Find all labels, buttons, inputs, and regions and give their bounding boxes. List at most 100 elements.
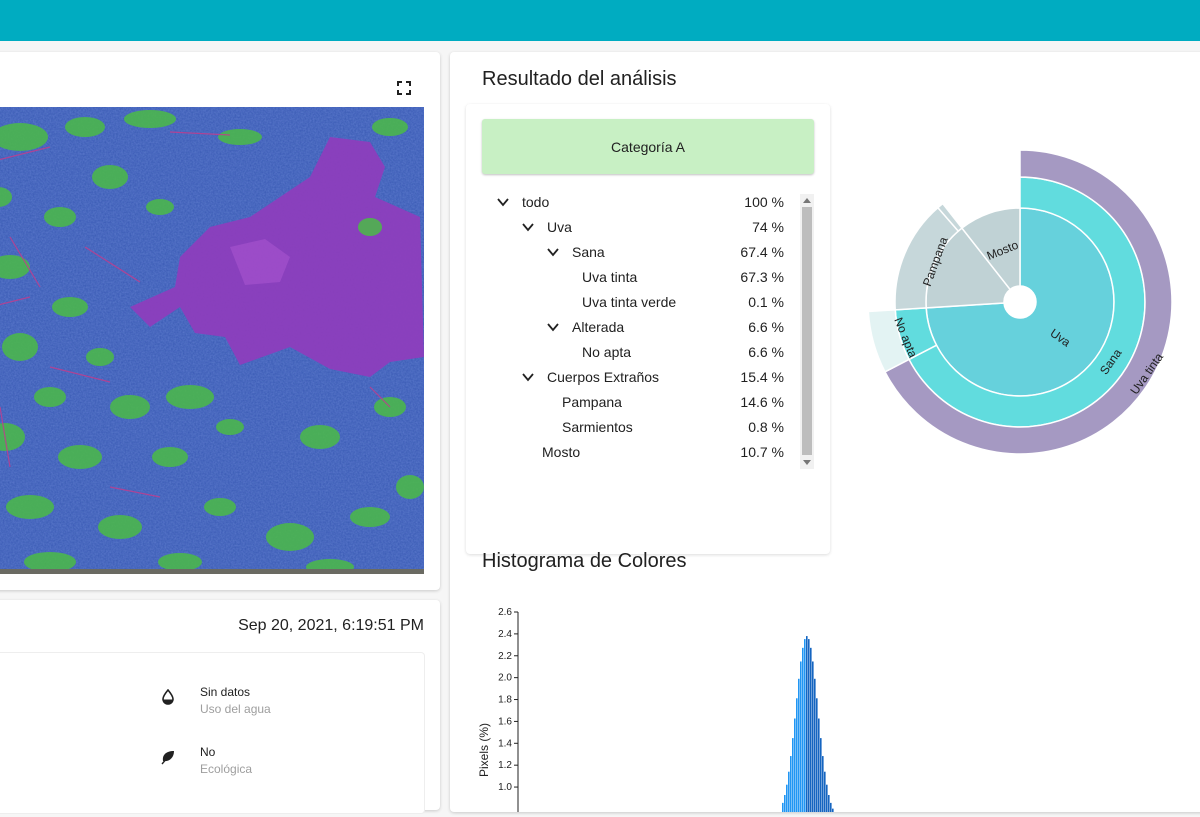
- category-tree: todo 100 % Uva 74 % Sana 67.4 % Uva tint…: [466, 192, 800, 467]
- histogram-bar: [830, 802, 832, 812]
- tree-value: 15.4 %: [740, 369, 784, 385]
- histogram-bar: [802, 647, 804, 812]
- tree-label: todo: [522, 194, 550, 210]
- water-usage-value: Sin datos: [200, 685, 251, 699]
- histogram-bar: [798, 678, 800, 812]
- tree-row[interactable]: Cuerpos Extraños 15.4 %: [466, 367, 800, 392]
- histogram-bar: [786, 784, 788, 812]
- histogram-bar: [818, 718, 820, 812]
- tree-value: 74 %: [752, 219, 784, 235]
- y-tick-label: 2.2: [498, 651, 512, 662]
- histogram-bar: [792, 738, 794, 812]
- image-card: [0, 52, 440, 590]
- histogram-bar: [808, 639, 810, 812]
- sunburst-chart: Uva Sana Uva tinta No apta Pampana Mosto: [860, 142, 1180, 462]
- ecological-value: No: [200, 745, 216, 759]
- analysis-timestamp: Sep 20, 2021, 6:19:51 PM: [238, 617, 424, 634]
- top-app-bar: [0, 0, 1200, 41]
- histogram-bar: [788, 771, 790, 812]
- tree-value: 0.8 %: [748, 419, 784, 435]
- tree-row[interactable]: Uva tinta verde 0.1 %: [466, 292, 800, 317]
- tree-value: 67.3 %: [740, 269, 784, 285]
- tree-row[interactable]: Uva tinta 67.3 %: [466, 267, 800, 292]
- tree-value: 6.6 %: [748, 319, 784, 335]
- y-axis-label: Pixels (%): [477, 723, 491, 777]
- tree-row[interactable]: todo 100 %: [466, 192, 800, 217]
- sunburst-segment-no-apta[interactable]: [867, 309, 910, 373]
- histogram-bar: [794, 718, 796, 812]
- tree-label: Alterada: [572, 319, 625, 335]
- histogram-bar: [804, 639, 806, 812]
- histogram-bar: [822, 756, 824, 812]
- y-tick-label: 1.8: [498, 695, 512, 706]
- sunburst-segment-sarmientos[interactable]: [936, 202, 963, 233]
- scroll-down-icon[interactable]: [803, 460, 811, 465]
- ecological-label: Ecológica: [200, 762, 253, 776]
- info-card: Sep 20, 2021, 6:19:51 PM Sin datos Uso d…: [0, 600, 440, 814]
- histogram-bar: [784, 795, 786, 812]
- histogram-bar: [824, 771, 826, 812]
- analysis-image: [0, 107, 424, 574]
- tree-row[interactable]: Uva 74 %: [466, 217, 800, 242]
- y-tick-label: 1.0: [498, 782, 512, 793]
- tree-value: 14.6 %: [740, 394, 784, 410]
- chevron-down-icon[interactable]: [546, 320, 560, 334]
- tree-value: 6.6 %: [748, 344, 784, 360]
- chevron-down-icon[interactable]: [521, 370, 535, 384]
- fullscreen-icon[interactable]: [396, 80, 412, 96]
- tree-label: Uva tinta verde: [582, 294, 677, 310]
- sunburst-segments: [867, 149, 1173, 455]
- tree-label: Cuerpos Extraños: [547, 369, 660, 385]
- histogram-title: Histograma de Colores: [482, 550, 687, 572]
- y-tick-label: 1.2: [498, 760, 512, 771]
- tree-row[interactable]: Alterada 6.6 %: [466, 317, 800, 342]
- tree-label: Sana: [572, 244, 605, 260]
- y-tick-label: 2.4: [498, 629, 512, 640]
- tree-scrollbar[interactable]: [800, 194, 814, 469]
- histogram-bar: [828, 795, 830, 812]
- tree-row[interactable]: No apta 6.6 %: [466, 342, 800, 367]
- scroll-thumb[interactable]: [802, 207, 812, 455]
- tree-label: Mosto: [542, 444, 581, 460]
- tree-label: Uva tinta: [582, 269, 638, 285]
- histogram-bars: [782, 636, 834, 812]
- tree-row[interactable]: Pampana 14.6 %: [466, 392, 800, 417]
- tree-value: 100 %: [744, 194, 784, 210]
- y-tick-label: 2.6: [498, 607, 512, 618]
- tree-row[interactable]: Sana 67.4 %: [466, 242, 800, 267]
- analysis-title: Resultado del análisis: [482, 68, 677, 90]
- tree-value: 67.4 %: [740, 244, 784, 260]
- water-usage-label: Uso del agua: [200, 702, 271, 716]
- histogram-bar: [790, 756, 792, 812]
- y-tick-label: 1.4: [498, 738, 512, 749]
- histogram-bar: [816, 698, 818, 812]
- leaf-icon: [160, 749, 176, 765]
- info-details-panel: Sin datos Uso del agua No Ecológica: [0, 652, 425, 814]
- chevron-down-icon[interactable]: [521, 220, 535, 234]
- histogram-bar: [782, 802, 784, 812]
- tree-label: Uva: [547, 219, 572, 235]
- chevron-down-icon[interactable]: [546, 245, 560, 259]
- water-drop-icon: [160, 688, 176, 705]
- histogram-bar: [806, 636, 808, 812]
- y-tick-label: 1.6: [498, 716, 512, 727]
- histogram-bar: [810, 647, 812, 812]
- histogram-bar: [832, 808, 834, 812]
- tree-label: Pampana: [562, 394, 622, 410]
- tree-label: Sarmientos: [562, 419, 633, 435]
- histogram-bar: [800, 661, 802, 812]
- histogram-bar: [814, 678, 816, 812]
- tree-label: No apta: [582, 344, 632, 360]
- category-button[interactable]: Categoría A: [482, 119, 814, 174]
- histogram-bar: [826, 784, 828, 812]
- chevron-down-icon[interactable]: [496, 195, 510, 209]
- histogram-bar: [820, 738, 822, 812]
- y-axis-ticks: 2.6 2.4 2.2 2.0 1.8 1.6 1.4 1.2 1.0: [498, 607, 518, 793]
- tree-value: 0.1 %: [748, 294, 784, 310]
- histogram-bar: [812, 661, 814, 812]
- tree-row[interactable]: Mosto 10.7 %: [466, 442, 800, 467]
- analysis-card: Resultado del análisis Categoría A todo …: [450, 52, 1200, 812]
- sunburst-segment-uva-tinta[interactable]: [883, 149, 1173, 455]
- scroll-up-icon[interactable]: [803, 198, 811, 203]
- tree-row[interactable]: Sarmientos 0.8 %: [466, 417, 800, 442]
